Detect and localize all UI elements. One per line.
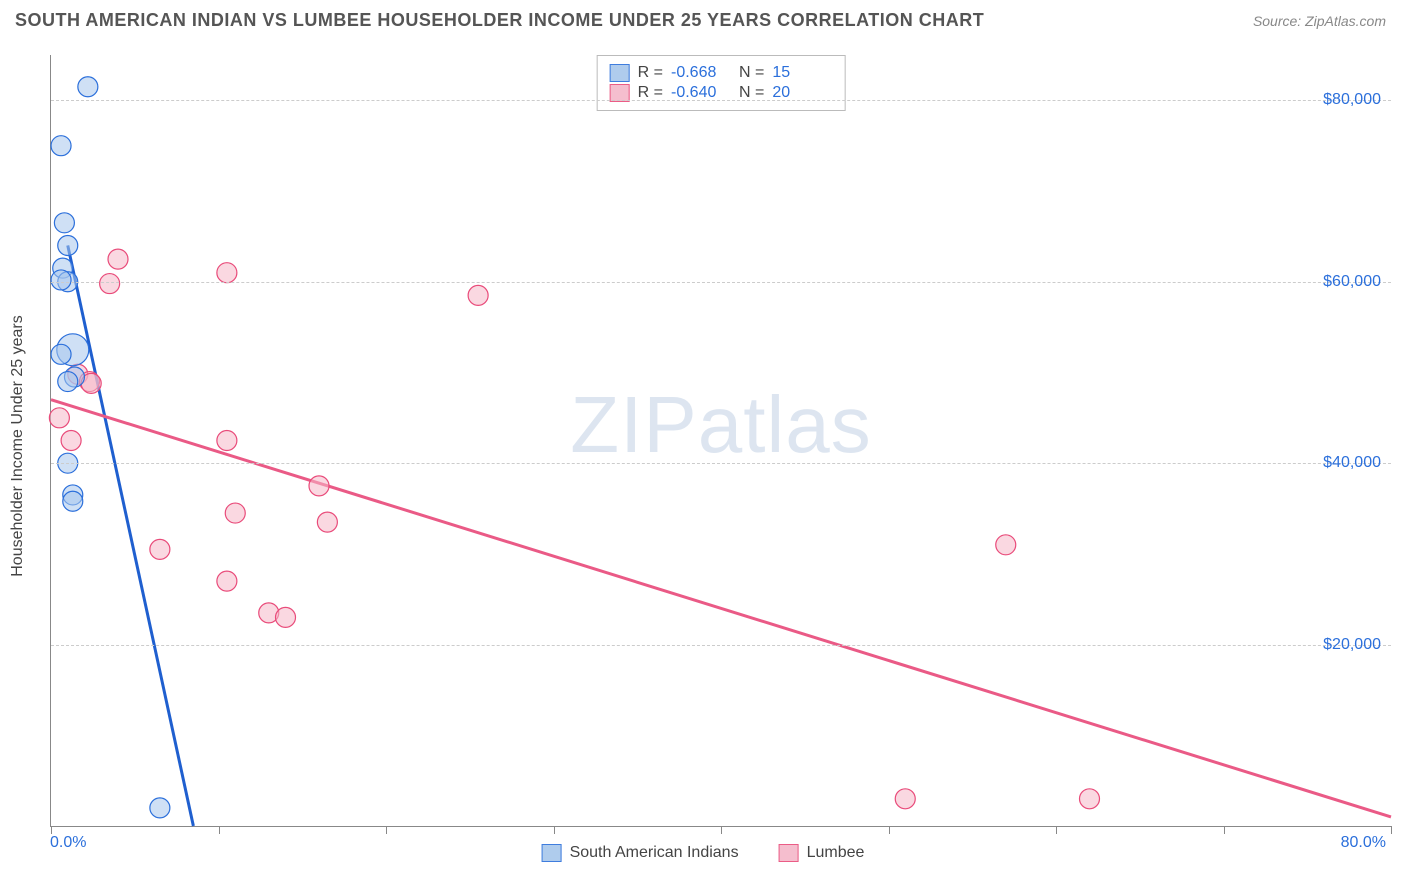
data-point-lumbee [468,285,488,305]
data-point-sai [58,372,78,392]
data-point-sai [51,344,71,364]
n-value-lumbee: 20 [772,84,832,102]
data-point-lumbee [100,274,120,294]
legend-item-sai: South American Indians [542,844,739,862]
stats-row-lumbee: R = -0.640 N = 20 [610,84,833,102]
r-value-lumbee: -0.640 [671,84,731,102]
legend-item-lumbee: Lumbee [779,844,865,862]
data-point-lumbee [276,607,296,627]
n-label: N = [739,84,764,102]
data-point-sai [58,235,78,255]
data-point-sai [51,270,71,290]
swatch-sai [610,64,630,82]
r-label: R = [638,64,663,82]
data-point-lumbee [225,503,245,523]
series-legend: South American Indians Lumbee [542,844,865,862]
data-point-lumbee [108,249,128,269]
data-point-lumbee [61,431,81,451]
data-point-sai [51,136,71,156]
data-point-lumbee [217,431,237,451]
x-axis-min-label: 0.0% [50,834,86,852]
y-tick-label: $80,000 [1323,91,1381,109]
y-axis-label: Householder Income Under 25 years [9,315,27,576]
data-point-sai [150,798,170,818]
data-point-sai [63,491,83,511]
data-point-lumbee [150,539,170,559]
data-point-lumbee [895,789,915,809]
swatch-lumbee [610,84,630,102]
data-point-sai [54,213,74,233]
swatch-lumbee [779,844,799,862]
scatter-plot-svg [51,55,1391,826]
legend-label-lumbee: Lumbee [807,844,865,862]
source-label: Source: ZipAtlas.com [1253,13,1386,29]
correlation-stats-legend: R = -0.668 N = 15 R = -0.640 N = 20 [597,55,846,111]
data-point-sai [78,77,98,97]
data-point-lumbee [996,535,1016,555]
r-label: R = [638,84,663,102]
y-tick-label: $60,000 [1323,273,1381,291]
data-point-lumbee [317,512,337,532]
chart-title: SOUTH AMERICAN INDIAN VS LUMBEE HOUSEHOL… [15,10,984,31]
legend-label-sai: South American Indians [570,844,739,862]
y-tick-label: $40,000 [1323,454,1381,472]
swatch-sai [542,844,562,862]
r-value-sai: -0.668 [671,64,731,82]
y-tick-label: $20,000 [1323,636,1381,654]
data-point-lumbee [217,263,237,283]
stats-row-sai: R = -0.668 N = 15 [610,64,833,82]
data-point-lumbee [309,476,329,496]
data-point-lumbee [217,571,237,591]
trendline-sai [68,245,194,826]
data-point-lumbee [1080,789,1100,809]
x-axis-max-label: 80.0% [1341,834,1386,852]
n-label: N = [739,64,764,82]
chart-plot-area: ZIPatlas R = -0.668 N = 15 R = -0.640 N … [50,55,1391,827]
n-value-sai: 15 [772,64,832,82]
data-point-lumbee [49,408,69,428]
